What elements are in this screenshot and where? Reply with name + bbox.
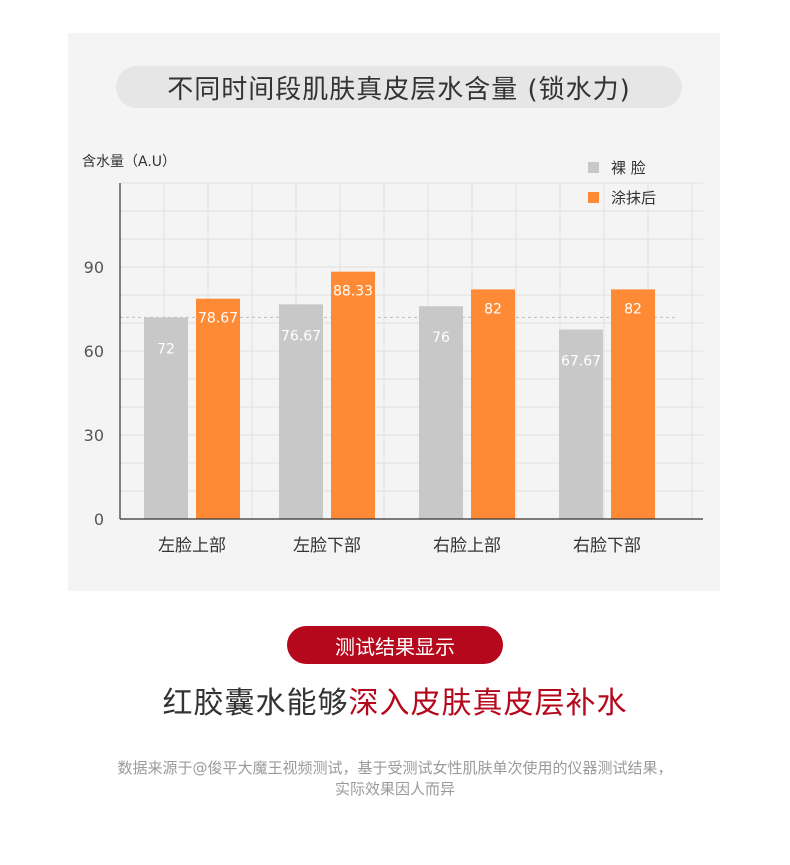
y-tick-label: 0: [94, 510, 104, 529]
source-note: 数据来源于@俊平大魔王视频测试，基于受测试女性肌肤单次使用的仪器测试结果， 实际…: [40, 758, 750, 800]
data-label: 76.67: [281, 328, 321, 344]
data-label: 88.33: [333, 284, 373, 300]
legend-swatch-bare: [588, 162, 599, 173]
bars: 72 78.67 76.67 88.33 76 82 67.67 82: [144, 271, 655, 519]
legend: 裸 脸 涂抹后: [588, 159, 656, 207]
y-tick-label: 60: [84, 342, 104, 361]
data-label: 72: [157, 341, 175, 357]
x-tick-label: 右脸下部: [573, 536, 641, 556]
bar-chart: 72 78.67 76.67 88.33 76 82 67.67 82 0 30 60 90 左脸上…: [82, 154, 703, 556]
headline-highlight: 深入皮肤真皮层补水: [348, 686, 628, 721]
result-badge: 测试结果显示: [287, 626, 503, 664]
headline-plain: 红胶囊水能够: [162, 686, 349, 721]
data-label: 82: [624, 301, 642, 317]
source-note-line-2: 实际效果因人而异: [334, 780, 455, 798]
x-tick-label: 右脸上部: [433, 536, 501, 556]
bar-bare-4: [559, 329, 603, 519]
bar-applied-2: [331, 271, 375, 519]
y-axis-label: 含水量（A.U）: [82, 154, 176, 170]
legend-label-bare: 裸 脸: [611, 159, 646, 177]
y-ticks: 0 30 60 90: [84, 258, 104, 529]
bar-bare-2: [279, 304, 323, 519]
chart-title: 不同时间段肌肤真皮层水含量 (锁水力): [116, 66, 682, 108]
legend-swatch-applied: [588, 192, 599, 203]
x-tick-label: 左脸下部: [293, 536, 361, 556]
data-label: 82: [484, 301, 502, 317]
source-note-line-1: 数据来源于@俊平大魔王视频测试，基于受测试女性肌肤单次使用的仪器测试结果，: [117, 759, 673, 777]
bar-applied-1: [196, 298, 240, 519]
data-label: 78.67: [198, 311, 238, 327]
data-label: 76: [432, 330, 450, 346]
x-ticks: 左脸上部 左脸下部 右脸上部 右脸下部: [158, 536, 641, 556]
data-label: 67.67: [561, 354, 601, 370]
headline: 红胶囊水能够深入皮肤真皮层补水: [0, 678, 790, 722]
legend-label-applied: 涂抹后: [611, 189, 656, 207]
y-tick-label: 90: [84, 258, 104, 277]
bar-bare-1: [144, 317, 188, 519]
bar-applied-4: [611, 289, 655, 519]
y-tick-label: 30: [84, 426, 104, 445]
bar-applied-3: [471, 289, 515, 519]
x-tick-label: 左脸上部: [158, 536, 226, 556]
bar-bare-3: [419, 306, 463, 519]
